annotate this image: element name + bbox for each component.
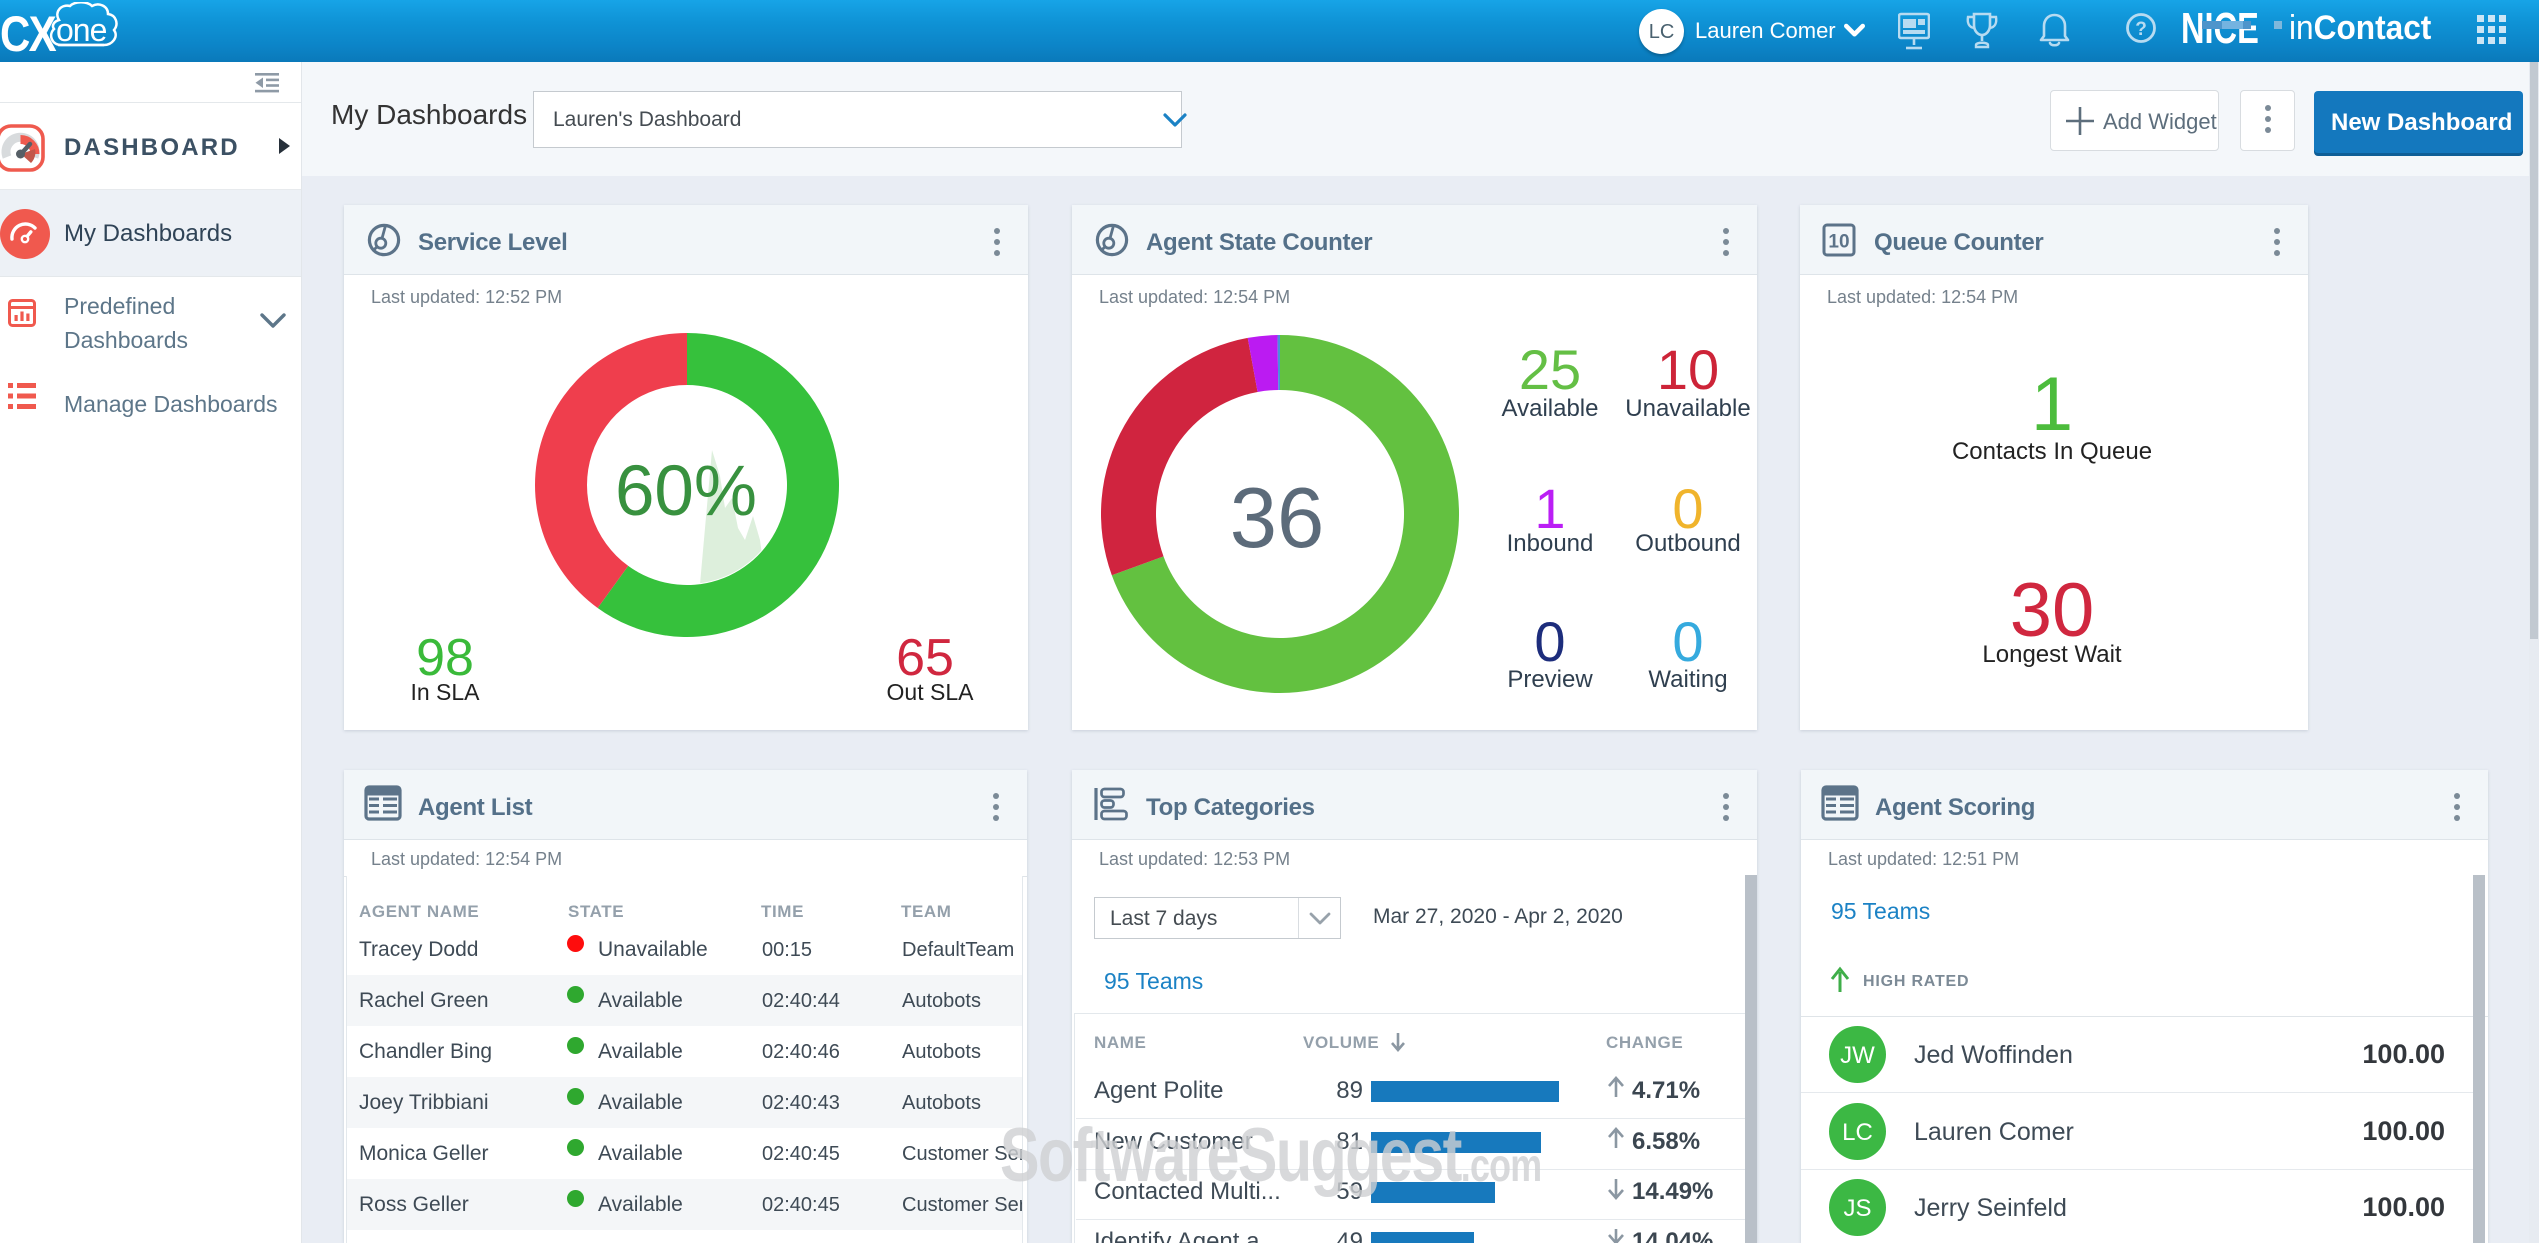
svg-text:?: ? bbox=[2135, 19, 2147, 40]
svg-text:one: one bbox=[56, 12, 107, 48]
svg-text:10: 10 bbox=[1828, 232, 1849, 253]
svg-text:36: 36 bbox=[1230, 471, 1325, 566]
svg-text:60%: 60% bbox=[615, 452, 757, 531]
